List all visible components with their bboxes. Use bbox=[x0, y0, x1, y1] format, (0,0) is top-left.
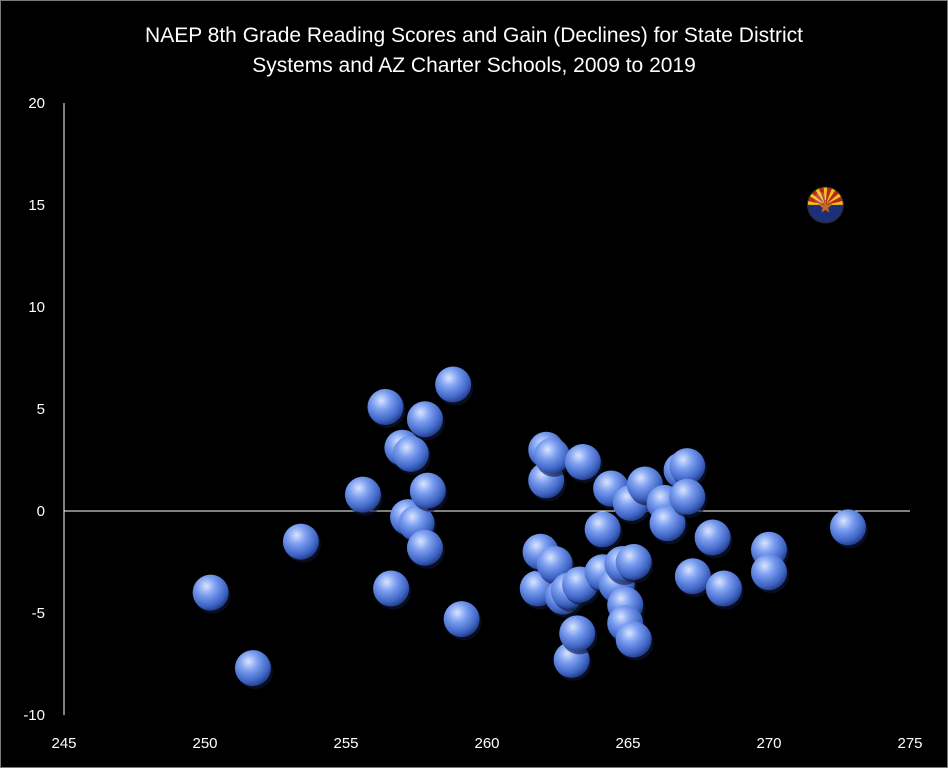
data-point bbox=[373, 570, 410, 607]
data-point bbox=[409, 472, 446, 509]
data-point bbox=[694, 519, 731, 556]
data-point bbox=[234, 650, 271, 687]
x-tick-label: 250 bbox=[192, 735, 217, 752]
x-tick-label: 270 bbox=[756, 735, 781, 752]
data-point bbox=[282, 523, 319, 560]
x-tick-label: 255 bbox=[333, 735, 358, 752]
data-point bbox=[584, 511, 621, 548]
x-tick-label: 245 bbox=[51, 735, 76, 752]
data-point bbox=[406, 529, 443, 566]
data-point bbox=[406, 401, 443, 438]
chart-title-line-1: NAEP 8th Grade Reading Scores and Gain (… bbox=[145, 24, 803, 47]
y-tick-label: 15 bbox=[28, 197, 45, 214]
data-point bbox=[559, 615, 596, 652]
x-tick-label: 275 bbox=[897, 735, 922, 752]
data-point bbox=[192, 574, 229, 611]
data-point bbox=[344, 476, 381, 513]
data-point bbox=[669, 448, 706, 485]
y-tick-label: -5 bbox=[32, 605, 45, 622]
data-point bbox=[367, 388, 404, 425]
data-point bbox=[536, 546, 573, 583]
data-point bbox=[649, 505, 686, 542]
y-tick-label: 10 bbox=[28, 299, 45, 316]
x-tick-label: 265 bbox=[615, 735, 640, 752]
data-point bbox=[669, 478, 706, 515]
y-tick-label: 5 bbox=[37, 401, 45, 418]
data-point bbox=[392, 435, 429, 472]
data-point bbox=[674, 558, 711, 595]
data-point bbox=[705, 570, 742, 607]
chart-title-line-2: Systems and AZ Charter Schools, 2009 to … bbox=[252, 54, 696, 77]
data-point bbox=[751, 554, 787, 591]
data-point bbox=[533, 437, 570, 474]
y-tick-label: 20 bbox=[28, 95, 45, 112]
arizona-flag-icon bbox=[806, 186, 844, 224]
data-point bbox=[564, 444, 601, 481]
x-tick-label: 260 bbox=[474, 735, 499, 752]
data-point bbox=[615, 544, 652, 580]
data-point bbox=[615, 621, 652, 658]
y-tick-label: -10 bbox=[23, 707, 45, 724]
data-point bbox=[829, 509, 866, 546]
data-point bbox=[443, 601, 480, 638]
y-tick-label: 0 bbox=[37, 503, 45, 520]
data-point bbox=[435, 366, 472, 403]
